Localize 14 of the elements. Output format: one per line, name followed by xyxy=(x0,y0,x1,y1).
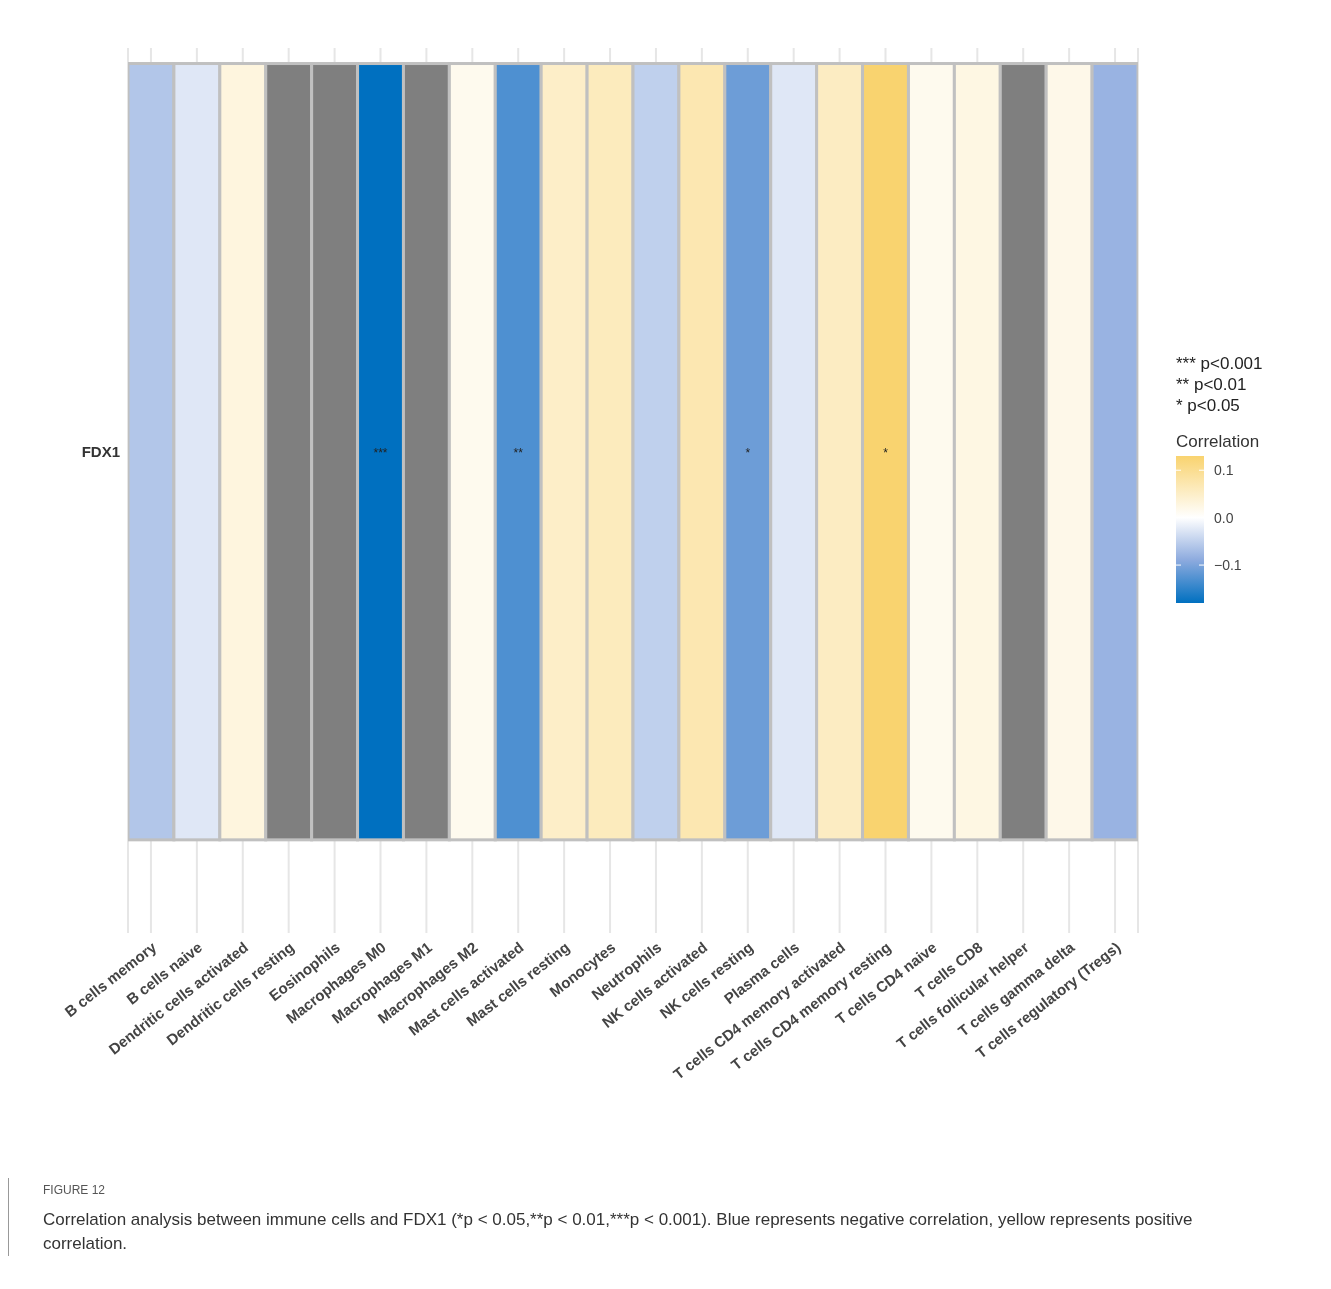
color-bar-title: Correlation xyxy=(1176,432,1261,452)
color-bar-label: 0.0 xyxy=(1214,509,1234,526)
caption: FIGURE 12 xyxy=(43,1182,106,1199)
text: ** p<0.01 xyxy=(1176,374,1248,395)
text: *** p<0.001 xyxy=(1176,353,1264,374)
data-label: ** xyxy=(513,445,524,460)
y-tick-label: FDX1 xyxy=(81,443,120,461)
color-bar-label: 0.1 xyxy=(1214,462,1234,479)
text: Correlation analysis between immune cells and FDX1 (*p < 0.05,**p < 0.01,***p < 0.001). Blue represents negative correlation, yellow represents positive correlation. xyxy=(43,1209,1194,1255)
data-label: *** xyxy=(373,445,388,460)
data-label: * xyxy=(883,445,889,460)
text: * p<0.05 xyxy=(1176,395,1241,416)
data-label: * xyxy=(745,445,751,460)
color-bar-label: −0.1 xyxy=(1214,557,1242,574)
